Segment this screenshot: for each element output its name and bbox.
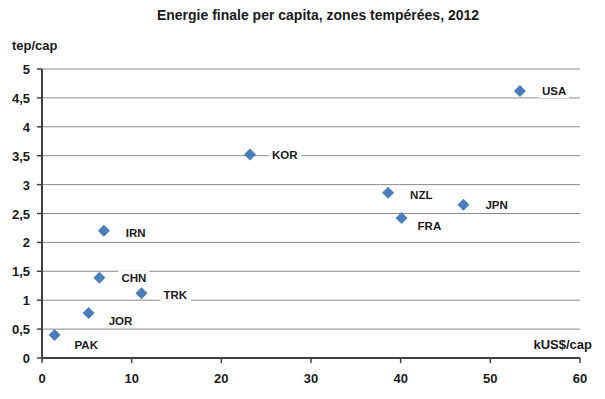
chart: 00,511,522,533,544,550102030405060USAKOR… bbox=[0, 0, 605, 399]
grid-line bbox=[42, 184, 580, 185]
point-labels: USA KOR NZL JPN FRA IRN CHN TRK JOR PAK bbox=[72, 84, 570, 352]
label-bg bbox=[161, 288, 191, 302]
label-bg bbox=[72, 338, 102, 352]
point bbox=[49, 329, 61, 341]
x-axis-label: kUS$/cap bbox=[533, 337, 592, 352]
point-label: USA bbox=[542, 85, 566, 97]
y-tick-label: 3 bbox=[23, 178, 30, 193]
y-tick-label: 4 bbox=[23, 120, 31, 135]
grid-line bbox=[42, 126, 580, 127]
label-bg bbox=[415, 219, 445, 233]
y-tick-label: 5 bbox=[23, 62, 30, 77]
label-bg bbox=[118, 271, 149, 285]
grid-line bbox=[42, 69, 580, 70]
grid-line bbox=[42, 97, 580, 98]
y-tick-label: 0,5 bbox=[12, 322, 30, 337]
x-tick-label: 30 bbox=[304, 371, 318, 386]
y-tick-label: 1 bbox=[23, 293, 30, 308]
x-tick-label: 50 bbox=[483, 371, 497, 386]
point bbox=[93, 272, 105, 284]
point-label: JPN bbox=[485, 199, 507, 211]
grid-line bbox=[42, 300, 580, 301]
point-label: TRK bbox=[164, 289, 188, 301]
point bbox=[136, 287, 148, 299]
label-bg bbox=[482, 198, 510, 212]
x-tick-label: 60 bbox=[573, 371, 587, 386]
point bbox=[83, 307, 95, 319]
label-bg bbox=[269, 148, 301, 162]
point-label: KOR bbox=[272, 149, 298, 161]
point-label: JOR bbox=[109, 315, 133, 327]
y-tick-label: 0 bbox=[23, 351, 30, 366]
label-bg bbox=[123, 226, 149, 240]
point-label: IRN bbox=[126, 227, 146, 239]
y-axis bbox=[41, 69, 43, 358]
y-tick-label: 4,5 bbox=[12, 91, 30, 106]
y-tick-label: 3,5 bbox=[12, 149, 30, 164]
x-axis bbox=[42, 357, 580, 359]
x-tick-label: 10 bbox=[124, 371, 138, 386]
point bbox=[514, 85, 526, 97]
points bbox=[49, 85, 526, 341]
y-tick-label: 2 bbox=[23, 235, 30, 250]
x-tick-label: 40 bbox=[393, 371, 407, 386]
point-label: FRA bbox=[418, 220, 442, 232]
grid-line bbox=[42, 155, 580, 156]
title: Energie finale per capita, zones tempéré… bbox=[157, 7, 479, 23]
label-bg bbox=[530, 336, 595, 353]
point-label: CHN bbox=[121, 272, 146, 284]
grid-line bbox=[42, 329, 580, 330]
grid-line bbox=[42, 242, 580, 243]
grid-line bbox=[42, 213, 580, 214]
label-bg bbox=[407, 188, 435, 202]
point bbox=[244, 149, 256, 161]
point bbox=[382, 187, 394, 199]
y-axis-label: tep/cap bbox=[12, 38, 58, 53]
point-label: PAK bbox=[75, 339, 99, 351]
x-tick-label: 20 bbox=[214, 371, 228, 386]
point bbox=[98, 225, 110, 237]
x-tick-label: 0 bbox=[38, 371, 45, 386]
y-tick-label: 1,5 bbox=[12, 264, 30, 279]
point bbox=[457, 199, 469, 211]
label-bg bbox=[106, 314, 136, 328]
point-label: NZL bbox=[410, 189, 432, 201]
y-tick-label: 2,5 bbox=[12, 207, 30, 222]
point bbox=[396, 212, 408, 224]
label-bg bbox=[539, 84, 569, 98]
